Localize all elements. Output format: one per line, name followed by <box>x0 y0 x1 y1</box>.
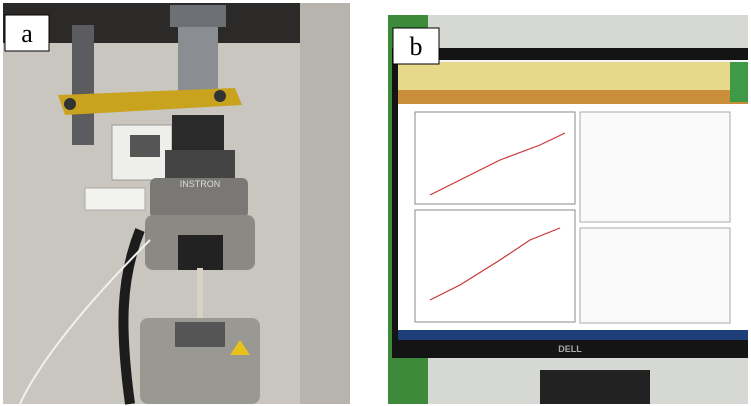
photo-b: DELL <box>388 15 748 404</box>
photo-a: INSTRON <box>3 3 350 405</box>
panel-label: b <box>410 32 423 61</box>
panel-label: a <box>21 19 33 48</box>
label-box <box>392 27 440 65</box>
brand-label: INSTRON <box>180 179 221 189</box>
label-box <box>4 14 50 52</box>
monitor-brand: DELL <box>558 344 582 354</box>
